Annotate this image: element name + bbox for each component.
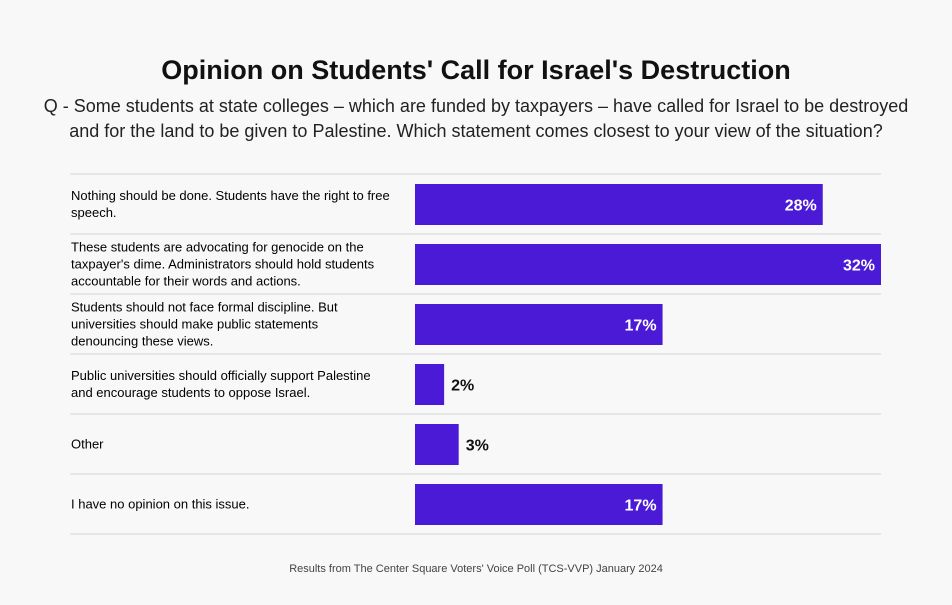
category-label: denouncing these views. xyxy=(71,334,213,349)
category-label: speech. xyxy=(71,205,117,220)
category-label: and encourage students to oppose Israel. xyxy=(71,385,310,400)
data-label: 32% xyxy=(843,258,875,275)
category-label: Other xyxy=(71,437,104,452)
data-label: 3% xyxy=(466,438,489,455)
data-label: 28% xyxy=(785,198,817,215)
data-label: 17% xyxy=(625,318,657,335)
chart-footer: Results from The Center Square Voters' V… xyxy=(289,563,663,575)
category-label: Nothing should be done. Students have th… xyxy=(71,188,390,203)
chart-subtitle: Q - Some students at state colleges – wh… xyxy=(43,96,909,141)
category-label: taxpayer's dime. Administrators should h… xyxy=(71,257,375,272)
category-label: universities should make public statemen… xyxy=(71,317,319,332)
category-label: Students should not face formal discipli… xyxy=(71,300,338,315)
bar xyxy=(415,484,663,525)
bar xyxy=(415,244,881,285)
chart-title: Opinion on Students' Call for Israel's D… xyxy=(161,55,791,85)
bar xyxy=(415,304,663,345)
bar xyxy=(415,424,459,465)
category-label: Public universities should officially su… xyxy=(71,368,371,383)
bar xyxy=(415,184,823,225)
data-label: 2% xyxy=(451,378,474,395)
category-label: accountable for their words and actions. xyxy=(71,274,301,289)
category-label: These students are advocating for genoci… xyxy=(71,240,364,255)
category-label: I have no opinion on this issue. xyxy=(71,497,250,512)
bar xyxy=(415,364,445,405)
data-label: 17% xyxy=(625,498,657,515)
